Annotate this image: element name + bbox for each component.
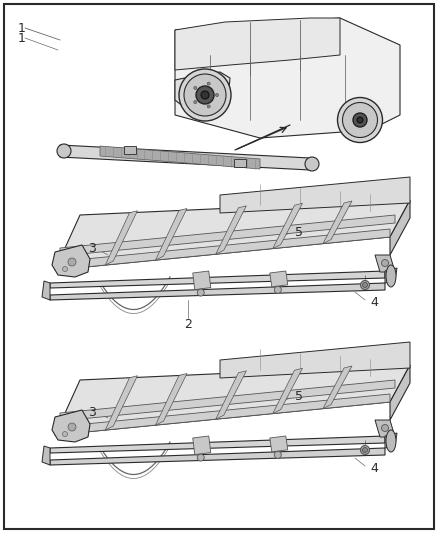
Polygon shape (50, 436, 385, 453)
Ellipse shape (386, 265, 396, 287)
Text: 3: 3 (88, 241, 96, 254)
Polygon shape (216, 371, 247, 419)
Ellipse shape (201, 91, 209, 99)
Polygon shape (323, 201, 352, 244)
Ellipse shape (274, 286, 281, 293)
Ellipse shape (360, 446, 370, 455)
Polygon shape (220, 342, 410, 378)
Ellipse shape (57, 144, 71, 158)
Ellipse shape (63, 432, 67, 437)
Ellipse shape (338, 98, 382, 142)
Polygon shape (50, 283, 385, 300)
Ellipse shape (196, 86, 214, 104)
Ellipse shape (215, 93, 219, 96)
Polygon shape (55, 229, 390, 270)
Ellipse shape (179, 69, 231, 121)
Polygon shape (55, 365, 410, 435)
Ellipse shape (305, 157, 319, 171)
Text: 4: 4 (370, 462, 378, 474)
Text: 3: 3 (88, 406, 96, 418)
Ellipse shape (357, 117, 363, 123)
Polygon shape (270, 271, 288, 287)
Ellipse shape (343, 102, 378, 138)
Polygon shape (55, 394, 390, 435)
Text: 4: 4 (370, 296, 378, 310)
Text: 2: 2 (184, 318, 192, 330)
Polygon shape (60, 145, 310, 170)
Polygon shape (375, 420, 395, 437)
Ellipse shape (207, 105, 210, 108)
Ellipse shape (363, 282, 367, 287)
Ellipse shape (194, 101, 197, 103)
Ellipse shape (197, 289, 204, 296)
Polygon shape (105, 211, 138, 265)
Ellipse shape (63, 266, 67, 271)
Polygon shape (385, 268, 397, 283)
Polygon shape (390, 200, 410, 255)
Polygon shape (60, 215, 395, 256)
Polygon shape (234, 159, 246, 167)
Ellipse shape (207, 82, 210, 85)
Ellipse shape (68, 423, 76, 431)
Ellipse shape (184, 74, 226, 116)
Ellipse shape (353, 113, 367, 127)
Polygon shape (385, 433, 397, 448)
Polygon shape (323, 366, 352, 409)
Polygon shape (155, 208, 187, 260)
Text: 1: 1 (18, 31, 26, 44)
Ellipse shape (386, 430, 396, 452)
Text: 1: 1 (18, 21, 26, 35)
Polygon shape (100, 146, 260, 169)
Ellipse shape (381, 424, 389, 432)
Polygon shape (52, 245, 90, 277)
Ellipse shape (360, 280, 370, 289)
Polygon shape (375, 255, 395, 272)
Polygon shape (155, 374, 187, 425)
Polygon shape (273, 368, 303, 414)
Ellipse shape (194, 86, 197, 90)
Polygon shape (390, 365, 410, 420)
Polygon shape (50, 448, 385, 465)
Polygon shape (270, 436, 288, 452)
Ellipse shape (197, 454, 204, 461)
Polygon shape (175, 18, 340, 70)
Polygon shape (124, 146, 136, 154)
Ellipse shape (274, 451, 281, 458)
Polygon shape (175, 72, 230, 112)
Polygon shape (50, 271, 385, 288)
Polygon shape (60, 380, 395, 421)
Polygon shape (42, 281, 50, 300)
Polygon shape (193, 436, 211, 455)
Text: 5: 5 (295, 391, 303, 403)
Ellipse shape (68, 258, 76, 266)
Polygon shape (220, 177, 410, 213)
Polygon shape (55, 200, 410, 270)
Polygon shape (105, 376, 138, 430)
Ellipse shape (381, 260, 389, 266)
Ellipse shape (363, 448, 367, 453)
Polygon shape (175, 18, 400, 138)
Polygon shape (193, 271, 211, 289)
Polygon shape (273, 203, 303, 248)
Text: 5: 5 (295, 225, 303, 238)
Polygon shape (216, 206, 247, 254)
Polygon shape (52, 410, 90, 442)
Polygon shape (42, 446, 50, 465)
